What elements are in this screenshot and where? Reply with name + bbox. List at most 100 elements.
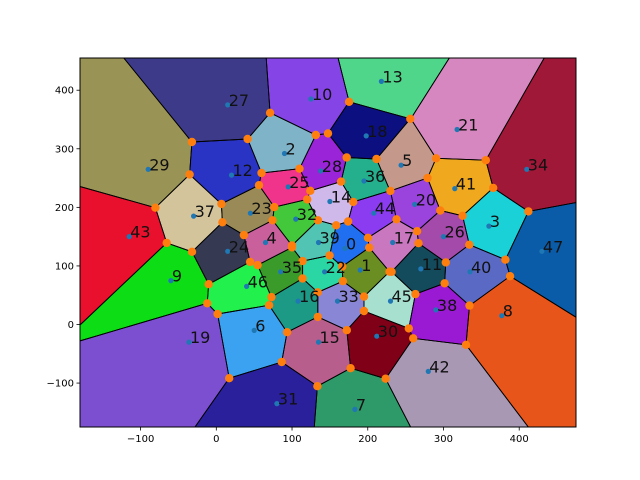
- voronoi-vertex: [363, 233, 373, 242]
- centroid-point-35: [278, 269, 284, 275]
- region-label-21: 21: [458, 116, 478, 135]
- voronoi-vertex: [359, 306, 369, 316]
- region-label-20: 20: [416, 190, 436, 209]
- region-label-7: 7: [356, 395, 366, 414]
- region-cell-22: [302, 255, 343, 293]
- voronoi-vertex: [372, 154, 381, 164]
- voronoi-vertex: [436, 206, 445, 215]
- centroid-point-2: [281, 150, 288, 157]
- y-tick-label: 200: [55, 203, 74, 214]
- voronoi-vertex: [287, 243, 297, 252]
- region-cell-28: [299, 133, 347, 191]
- voronoi-vertex: [381, 374, 390, 383]
- voronoi-vertex: [423, 173, 432, 183]
- voronoi-vertex: [524, 207, 533, 216]
- voronoi-vertex: [270, 202, 279, 212]
- voronoi-vertex: [489, 183, 498, 193]
- region-cell-6: [217, 305, 288, 379]
- centroid-point-42: [425, 368, 431, 374]
- voronoi-vertex: [431, 154, 441, 163]
- centroid-point-18: [363, 133, 369, 139]
- voronoi-vertex: [204, 280, 213, 289]
- region-label-44: 44: [375, 199, 395, 218]
- region-label-23: 23: [251, 199, 271, 218]
- voronoi-vertex: [187, 137, 197, 147]
- voronoi-vertex: [332, 221, 341, 230]
- voronoi-vertex: [264, 301, 274, 310]
- voronoi-vertex: [481, 156, 490, 165]
- voronoi-vertex: [277, 357, 286, 367]
- region-label-38: 38: [437, 296, 457, 315]
- region-label-36: 36: [365, 167, 385, 186]
- voronoi-vertex: [282, 328, 292, 337]
- region-edge-47: [504, 202, 576, 318]
- voronoi-vertex: [406, 114, 415, 124]
- voronoi-vertex: [414, 239, 423, 248]
- centroid-point-5: [398, 162, 404, 168]
- region-label-18: 18: [367, 122, 387, 141]
- region-label-25: 25: [289, 173, 309, 192]
- voronoi-vertex: [298, 256, 307, 266]
- centroid-point-25: [285, 184, 291, 190]
- voronoi-vertex: [336, 177, 346, 186]
- region-label-17: 17: [394, 229, 414, 248]
- region-cell-18: [328, 101, 411, 159]
- voronoi-vertex: [245, 257, 255, 267]
- centroid-point-33: [334, 298, 341, 304]
- region-cell-13: [338, 58, 450, 119]
- centroid-point-46: [244, 283, 250, 289]
- centroid-point-44: [371, 210, 377, 216]
- region-cell-29: [80, 58, 192, 208]
- centroid-point-22: [322, 269, 328, 275]
- centroid-point-19: [186, 339, 192, 345]
- region-cell-15: [281, 316, 351, 387]
- region-label-9: 9: [172, 267, 182, 286]
- region-cell-12: [189, 139, 262, 204]
- region-cell-30: [346, 311, 414, 379]
- region-cell-40: [444, 244, 511, 306]
- voronoi-vertex: [412, 227, 422, 236]
- voronoi-vertex: [325, 251, 334, 260]
- region-label-14: 14: [331, 188, 351, 207]
- voronoi-vertex: [338, 262, 347, 271]
- voronoi-vertex: [243, 134, 252, 144]
- voronoi-vertex: [185, 170, 194, 179]
- region-cell-10: [266, 58, 350, 135]
- x-tick-label: 300: [434, 434, 453, 445]
- voronoi-vertex: [253, 260, 262, 270]
- centroid-point-32: [293, 216, 299, 222]
- region-label-6: 6: [255, 316, 265, 335]
- centroid-point-10: [308, 96, 314, 102]
- centroid-point-8: [499, 313, 505, 319]
- region-label-13: 13: [382, 67, 402, 86]
- voronoi-vertex: [303, 195, 312, 204]
- region-label-3: 3: [490, 212, 500, 231]
- voronoi-vertex: [386, 186, 395, 196]
- voronoi-vertex: [313, 382, 322, 391]
- region-label-29: 29: [149, 155, 169, 174]
- voronoi-vertex: [239, 230, 249, 240]
- region-label-11: 11: [422, 255, 442, 274]
- x-tick-label: 0: [213, 434, 219, 445]
- region-label-0: 0: [346, 234, 356, 253]
- voronoi-vertex: [311, 130, 320, 140]
- centroid-point-47: [539, 248, 545, 254]
- region-cell-46: [207, 261, 272, 314]
- voronoi-vertex: [265, 108, 275, 118]
- centroid-point-0: [342, 245, 348, 251]
- voronoi-vertex: [313, 216, 323, 225]
- y-tick-label: 300: [55, 144, 74, 155]
- voronoi-vertex: [254, 181, 264, 190]
- voronoi-vertex: [501, 255, 510, 264]
- region-cell-9: [80, 242, 209, 341]
- voronoi-vertex: [323, 129, 333, 138]
- voronoi-vertex: [217, 199, 226, 209]
- centroid-point-6: [251, 327, 257, 333]
- centroid-point-9: [168, 278, 174, 284]
- voronoi-vertex: [218, 218, 227, 227]
- voronoi-vertex: [458, 211, 467, 220]
- centroid-point-39: [315, 239, 322, 246]
- centroid-points: [126, 78, 545, 412]
- region-cell-43: [80, 186, 167, 325]
- y-tick-label: 100: [55, 261, 74, 272]
